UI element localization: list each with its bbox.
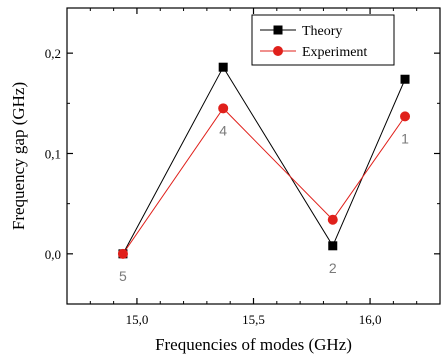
series-line-experiment <box>122 107 406 255</box>
y-tick-label: 0,0 <box>45 247 61 262</box>
data-point-theory <box>218 62 228 72</box>
legend-marker-experiment <box>273 46 283 56</box>
data-point-theory <box>400 74 410 84</box>
y-axis-title: Frequency gap (GHz) <box>9 82 28 230</box>
mode-number-label: 4 <box>219 122 227 138</box>
data-point-experiment <box>400 111 411 122</box>
data-point-experiment <box>218 103 229 114</box>
data-point-experiment <box>117 248 128 259</box>
x-tick-label: 16,0 <box>359 312 382 327</box>
data-point-theory <box>328 241 338 251</box>
x-axis-title: Frequencies of modes (GHz) <box>155 335 352 354</box>
legend-label-theory: Theory <box>302 24 342 39</box>
legend-box <box>251 14 395 66</box>
series-line-theory <box>122 66 406 255</box>
mode-number-label: 1 <box>401 130 409 146</box>
mode-number-label: 5 <box>119 268 127 284</box>
legend-marker-theory <box>273 25 283 35</box>
y-tick-label: 0,1 <box>45 146 61 161</box>
y-tick-label: 0,2 <box>45 46 61 61</box>
x-tick-label: 15,0 <box>126 312 149 327</box>
data-point-experiment <box>327 214 338 225</box>
mode-number-label: 2 <box>329 260 337 276</box>
legend-label-experiment: Experiment <box>302 45 367 60</box>
x-tick-label: 15,5 <box>242 312 265 327</box>
